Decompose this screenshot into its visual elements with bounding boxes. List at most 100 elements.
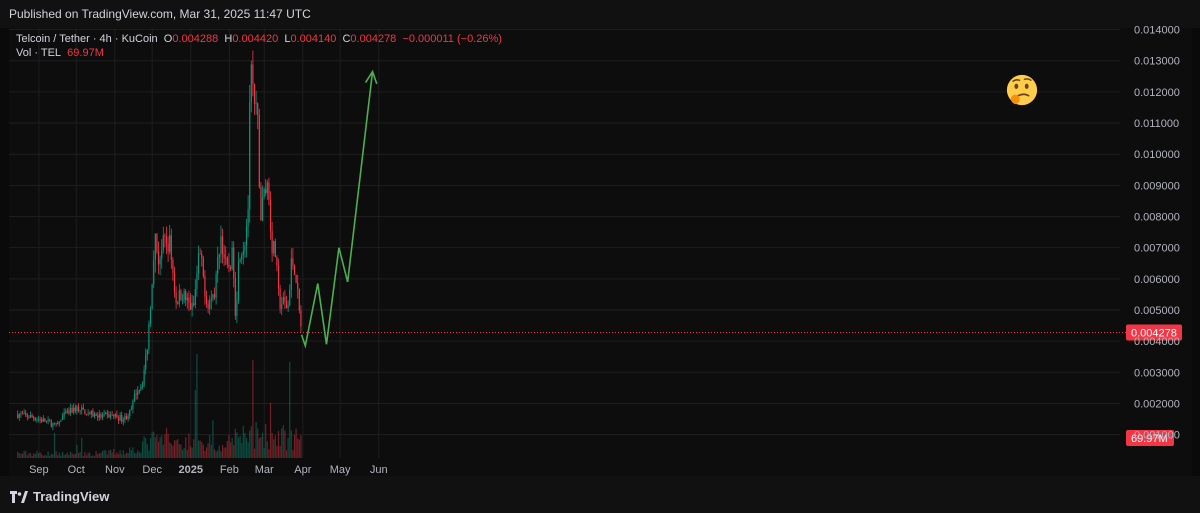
candle-body: [124, 415, 126, 421]
volume-bar: [279, 445, 281, 458]
volume-bar: [162, 444, 164, 458]
candle-body: [228, 264, 230, 268]
candle-body: [85, 414, 88, 416]
candle-body: [269, 199, 272, 231]
tradingview-logo-icon: [10, 490, 28, 503]
candle-body: [245, 226, 248, 246]
x-tick-label: Mar: [255, 464, 274, 476]
candle-body: [92, 410, 94, 417]
volume-bar: [295, 428, 297, 458]
candle-body: [249, 102, 251, 210]
candle-body: [130, 408, 132, 410]
volume-bar: [49, 455, 51, 458]
candle-body: [121, 415, 123, 422]
volume-bar: [141, 441, 144, 458]
candle-body: [201, 253, 203, 258]
volume-bar: [241, 443, 243, 458]
candle-body: [73, 407, 75, 413]
volume-bar: [242, 425, 244, 458]
volume-bar: [277, 430, 280, 458]
volume-bar: [228, 434, 230, 458]
volume-bar: [127, 452, 129, 458]
volume-bar: [79, 451, 81, 458]
volume-bar: [159, 437, 161, 458]
candle-body: [281, 304, 283, 309]
volume-bar: [196, 353, 198, 458]
candle-body: [279, 288, 281, 309]
candle-body: [81, 407, 83, 411]
volume-bar: [258, 438, 260, 458]
chart-area[interactable]: [9, 28, 1192, 476]
volume-bar: [229, 442, 232, 458]
volume-bar: [186, 449, 188, 458]
candle-body: [149, 309, 152, 324]
volume-bar: [93, 456, 96, 458]
close-value: 0.004278: [350, 33, 397, 45]
candle-body: [170, 235, 172, 260]
volume-bar: [207, 443, 209, 458]
volume-bar: [90, 455, 92, 458]
volume-bar: [193, 439, 195, 458]
volume-label[interactable]: Vol · TEL: [16, 47, 62, 59]
tradingview-brand[interactable]: TradingView: [10, 489, 109, 504]
volume-bar: [132, 447, 134, 458]
candle-body: [90, 410, 92, 415]
symbol-title[interactable]: Telcoin / Tether · 4h · KuCoin: [16, 33, 158, 45]
volume-bar: [284, 430, 286, 458]
candle-body: [26, 414, 28, 417]
volume-bar: [74, 453, 76, 458]
volume-bar: [244, 432, 246, 458]
candle-body: [194, 289, 196, 306]
candlestick-series: [17, 50, 302, 431]
candle-body: [300, 310, 302, 327]
volume-bar: [253, 448, 256, 458]
volume-bar: [215, 451, 217, 458]
footer-bar: [0, 476, 1200, 513]
candle-body: [292, 258, 294, 266]
volume-bar: [44, 455, 46, 458]
volume-bar: [209, 435, 211, 458]
y-tick-label: 0.011000: [1134, 118, 1179, 130]
candle-body: [261, 197, 264, 221]
volume-bar: [23, 450, 25, 458]
candle-body: [247, 209, 249, 227]
chart-grid: [9, 28, 1120, 458]
candle-body: [199, 253, 201, 255]
candle-body: [18, 414, 20, 418]
candle-body: [138, 389, 140, 392]
x-tick-label: Jun: [370, 464, 388, 476]
candle-body: [295, 274, 297, 283]
candle-body: [37, 419, 40, 421]
volume-bar: [71, 453, 73, 458]
candle-body: [220, 236, 222, 255]
volume-bar: [100, 452, 102, 458]
candle-body: [271, 230, 273, 254]
candle-body: [237, 261, 240, 301]
volume-bar: [268, 449, 270, 458]
candle-body: [161, 249, 163, 259]
x-tick-label: Dec: [142, 464, 162, 476]
volume-bar: [194, 390, 196, 458]
volume-bar: [97, 454, 99, 458]
candle-body: [274, 241, 276, 257]
candle-body: [68, 410, 70, 414]
volume-bar: [281, 428, 283, 458]
volume-bar: [84, 451, 86, 458]
x-tick-label: Nov: [105, 464, 125, 476]
candle-body: [215, 273, 217, 298]
candle-body: [276, 256, 278, 266]
volume-bar: [42, 455, 44, 458]
candle-body: [236, 300, 238, 316]
volume-bar: [60, 455, 62, 458]
candle-body: [133, 394, 136, 402]
volume-bar: [197, 440, 200, 458]
candle-body: [84, 409, 86, 415]
volume-bar: [165, 427, 168, 458]
volume-bar: [101, 450, 104, 458]
candle-body: [177, 303, 179, 304]
candle-body: [151, 284, 153, 310]
volume-bar: [183, 448, 185, 458]
volume-bar: [58, 452, 60, 458]
volume-bar: [250, 426, 252, 458]
